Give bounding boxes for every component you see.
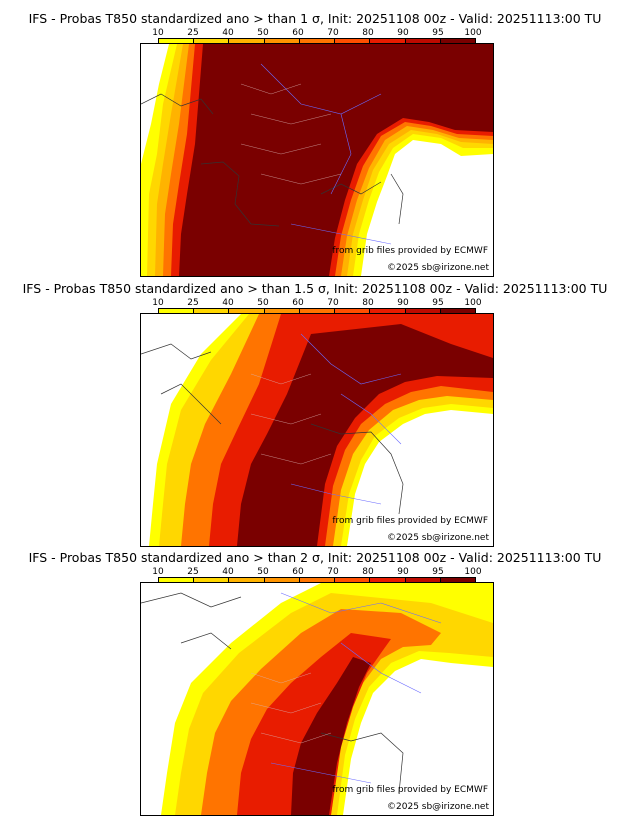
colorbar-label: 100	[464, 28, 482, 38]
colorbar-label: 40	[222, 28, 234, 38]
department-lines	[240, 83, 342, 185]
colorbar-label: 60	[292, 298, 304, 308]
colorbar-label: 10	[152, 567, 164, 577]
data-source-credit: from grib files provided by ECMWF	[332, 516, 488, 526]
map-panel-2: IFS - Probas T850 standardized ano > tha…	[0, 282, 630, 552]
colorbar-label: 60	[292, 28, 304, 38]
coastline	[141, 93, 404, 227]
copyright-credit: ©2025 sb@irizone.net	[387, 802, 489, 812]
colorbar-label: 90	[397, 567, 409, 577]
panel-title: IFS - Probas T850 standardized ano > tha…	[28, 11, 602, 26]
probability-zone-95	[237, 324, 493, 546]
map-panel-3: IFS - Probas T850 standardized ano > tha…	[0, 551, 630, 821]
border-lines	[260, 63, 392, 245]
colorbar-label: 40	[222, 298, 234, 308]
colorbar-label: 70	[327, 28, 339, 38]
colorbar-labels: 10 25 40 50 60 70 80 90 95 100	[152, 298, 481, 308]
probability-zone-95	[179, 44, 493, 276]
colorbar-label: 95	[432, 567, 444, 577]
colorbar-label: 50	[257, 567, 269, 577]
colorbar-label: 80	[362, 28, 374, 38]
colorbar-label: 70	[327, 567, 339, 577]
department-lines	[250, 672, 332, 744]
probability-map: from grib files provided by ECMWF ©2025 …	[140, 43, 494, 277]
colorbar-label: 10	[152, 298, 164, 308]
colorbar-labels: 10 25 40 50 60 70 80 90 95 100	[152, 567, 481, 577]
map-panel-1: IFS - Probas T850 standardized ano > tha…	[0, 12, 630, 282]
panel-title: IFS - Probas T850 standardized ano > tha…	[28, 550, 602, 565]
colorbar-label: 50	[257, 298, 269, 308]
colorbar-label: 10	[152, 28, 164, 38]
colorbar-label: 80	[362, 298, 374, 308]
colorbar-label: 60	[292, 567, 304, 577]
colorbar-label: 25	[187, 28, 199, 38]
coastline	[141, 592, 404, 794]
data-source-credit: from grib files provided by ECMWF	[332, 785, 488, 795]
border-lines	[290, 333, 402, 505]
colorbar-label: 95	[432, 298, 444, 308]
colorbar-label: 100	[464, 298, 482, 308]
probability-map: from grib files provided by ECMWF ©2025 …	[140, 313, 494, 547]
data-source-credit: from grib files provided by ECMWF	[332, 246, 488, 256]
colorbar-label: 50	[257, 28, 269, 38]
colorbar-label: 70	[327, 298, 339, 308]
copyright-credit: ©2025 sb@irizone.net	[387, 263, 489, 273]
panel-title: IFS - Probas T850 standardized ano > tha…	[22, 281, 608, 296]
colorbar-labels: 10 25 40 50 60 70 80 90 95 100	[152, 28, 481, 38]
department-lines	[250, 373, 332, 465]
colorbar-label: 40	[222, 567, 234, 577]
colorbar-label: 80	[362, 567, 374, 577]
colorbar-label: 95	[432, 28, 444, 38]
copyright-credit: ©2025 sb@irizone.net	[387, 533, 489, 543]
colorbar-label: 25	[187, 567, 199, 577]
colorbar-label: 25	[187, 298, 199, 308]
coastline	[141, 343, 404, 515]
colorbar-label: 90	[397, 28, 409, 38]
probability-map: from grib files provided by ECMWF ©2025 …	[140, 582, 494, 816]
colorbar-label: 100	[464, 567, 482, 577]
colorbar-label: 90	[397, 298, 409, 308]
border-lines	[270, 592, 442, 784]
